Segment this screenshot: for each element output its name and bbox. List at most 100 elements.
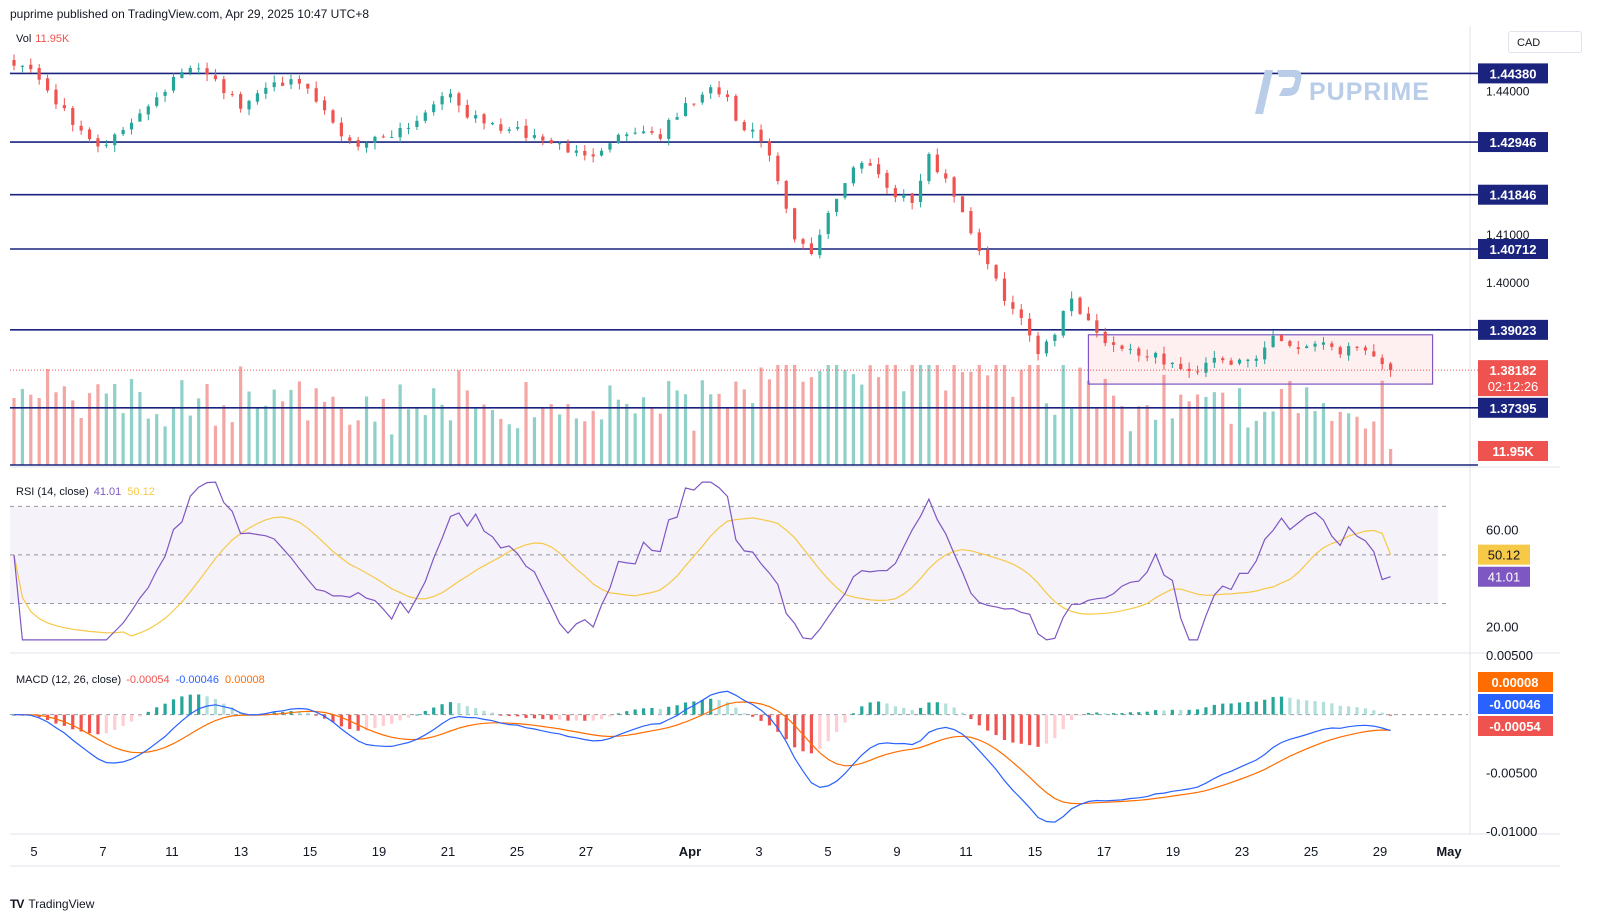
volume-bar <box>289 389 293 465</box>
time-axis-label: 19 <box>1166 844 1180 859</box>
volume-bar <box>742 389 746 465</box>
volume-bar <box>71 400 75 465</box>
volume-bar <box>205 384 209 465</box>
candle-body <box>171 76 176 91</box>
candle-body <box>1170 362 1174 365</box>
macd-histogram-bar <box>868 702 872 715</box>
candle-body <box>1128 348 1132 350</box>
volume-bar <box>113 384 117 465</box>
candle-body <box>29 64 33 70</box>
candle-body <box>322 100 327 111</box>
candle-body <box>583 150 587 156</box>
volume-bar <box>1028 365 1032 465</box>
macd-histogram-bar <box>62 714 66 726</box>
candle-body <box>1078 297 1082 314</box>
volume-bar <box>641 397 646 465</box>
macd-histogram-bar <box>1271 697 1275 715</box>
macd-histogram-bar <box>1229 703 1233 715</box>
macd-histogram-bar <box>129 714 134 722</box>
time-axis-label: 19 <box>372 844 386 859</box>
candle-body <box>608 143 612 150</box>
volume-bar <box>793 365 797 465</box>
candle-body <box>1019 309 1023 318</box>
bar-countdown-label: 02:12:26 <box>1488 379 1539 394</box>
macd-histogram-bar <box>574 714 578 721</box>
volume-bar <box>398 384 402 465</box>
candle-body <box>893 188 897 198</box>
volume-bar <box>843 369 847 465</box>
candle-body <box>885 172 889 188</box>
time-axis-label: Apr <box>679 844 701 859</box>
candle-body <box>1372 351 1376 357</box>
macd-histogram-bar <box>188 694 192 715</box>
macd-histogram-bar <box>222 703 226 715</box>
macd-histogram-bar <box>1305 700 1309 715</box>
volume-bar <box>272 389 276 465</box>
macd-histogram-bar <box>1288 697 1292 715</box>
candle-body <box>876 164 881 175</box>
volume-bar <box>986 375 990 465</box>
candle-body <box>1044 341 1049 354</box>
candle-body <box>1380 357 1384 365</box>
macd-histogram-bar <box>1363 708 1368 715</box>
candle-body <box>188 68 192 73</box>
macd-histogram-bar <box>1372 710 1376 715</box>
candle-body <box>759 129 763 142</box>
consolidation-range-box <box>1087 334 1434 385</box>
rsi-ma-tag <box>1478 544 1530 565</box>
volume-bar <box>423 415 427 465</box>
macd-histogram-bar <box>213 699 218 715</box>
volume-bar <box>977 365 981 465</box>
volume-legend-name: Vol <box>16 33 32 45</box>
level-price-tag <box>1478 132 1548 153</box>
macd-histogram-bar <box>599 714 604 720</box>
volume-bar <box>322 401 327 465</box>
macd-histogram-bar <box>1187 709 1191 715</box>
candle-body <box>1103 331 1107 344</box>
candle-body <box>835 198 839 213</box>
level-price-label: 1.40712 <box>1490 242 1537 257</box>
puprime-logo-icon <box>1255 70 1302 114</box>
volume-bar <box>1162 374 1166 465</box>
macd-histogram-bar <box>532 714 537 719</box>
candle-body <box>524 125 528 138</box>
macd-line <box>14 690 1391 823</box>
candle-body <box>1145 356 1149 358</box>
volume-bar <box>776 365 780 465</box>
candle-body <box>784 180 788 209</box>
macd-histogram-bar <box>516 714 520 717</box>
candle-body <box>969 210 973 234</box>
macd-histogram-bar <box>1112 713 1116 715</box>
volume-bar <box>860 384 864 465</box>
volume-bar <box>499 418 503 465</box>
macd-histogram-bar <box>490 712 495 715</box>
volume-bar <box>1145 405 1149 465</box>
volume-bar <box>1229 423 1233 465</box>
volume-bar <box>616 399 620 465</box>
macd-histogram-bar <box>381 714 385 726</box>
volume-bar <box>440 404 444 465</box>
macd-histogram-bar <box>910 710 914 715</box>
macd-histogram-bar <box>79 714 83 732</box>
candle-body <box>709 87 713 94</box>
brand-name: PUPRIME <box>1309 77 1430 106</box>
currency-label[interactable]: CAD <box>1508 31 1582 53</box>
candle-body <box>801 239 805 244</box>
volume-tag-label: 11.95K <box>1492 444 1534 459</box>
volume-bar <box>1221 392 1225 465</box>
macd-hist-tag <box>1478 716 1553 736</box>
volume-bar <box>751 403 755 465</box>
volume-bar <box>818 370 822 465</box>
macd-histogram-bar <box>474 708 478 715</box>
candle-body <box>71 108 75 125</box>
candle-body <box>448 93 453 98</box>
candle-body <box>767 141 772 156</box>
macd-histogram-bar <box>1061 714 1065 730</box>
macd-histogram-bar <box>1263 699 1267 715</box>
candle-body <box>1195 371 1200 373</box>
macd-histogram-bar <box>1145 711 1149 715</box>
rsi-ma-legend-value: 50.12 <box>127 486 155 498</box>
macd-histogram-bar <box>885 703 889 715</box>
